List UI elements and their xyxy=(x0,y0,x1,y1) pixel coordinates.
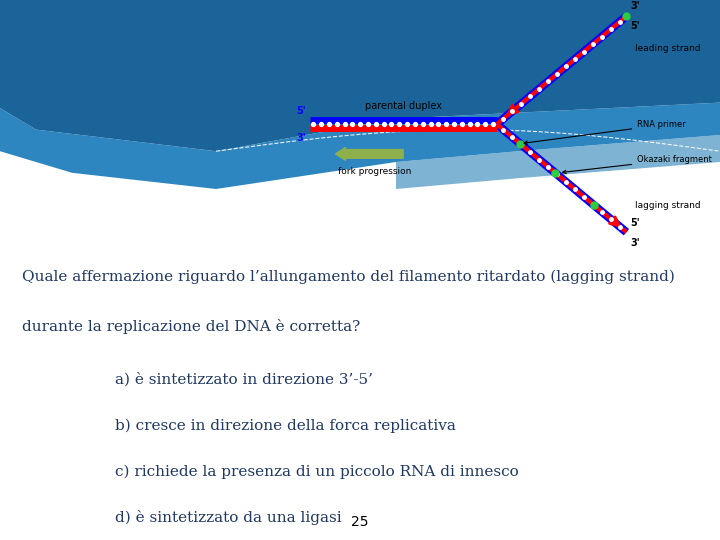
Polygon shape xyxy=(0,0,720,151)
Text: Okazaki fragment: Okazaki fragment xyxy=(563,155,712,174)
Polygon shape xyxy=(396,135,720,189)
Text: a) è sintetizzato in direzione 3’-5’: a) è sintetizzato in direzione 3’-5’ xyxy=(115,373,373,387)
Text: 3': 3' xyxy=(630,1,639,11)
Text: 25: 25 xyxy=(351,515,369,529)
Text: leading strand: leading strand xyxy=(635,44,701,53)
Text: 5': 5' xyxy=(297,105,306,116)
Text: RNA primer: RNA primer xyxy=(524,120,686,144)
FancyArrow shape xyxy=(336,147,403,160)
Text: fork progression: fork progression xyxy=(338,167,411,177)
Text: b) cresce in direzione della forca replicativa: b) cresce in direzione della forca repli… xyxy=(115,418,456,433)
Text: 3': 3' xyxy=(297,133,306,143)
Text: Quale affermazione riguardo l’allungamento del filamento ritardato (lagging stra: Quale affermazione riguardo l’allungamen… xyxy=(22,270,675,285)
Text: parental duplex: parental duplex xyxy=(365,100,441,111)
Text: d) è sintetizzato da una ligasi: d) è sintetizzato da una ligasi xyxy=(115,510,342,525)
Text: 3': 3' xyxy=(630,238,639,248)
Text: 5': 5' xyxy=(630,218,639,228)
Text: durante la replicazione del DNA è corretta?: durante la replicazione del DNA è corret… xyxy=(22,319,360,334)
Text: 5': 5' xyxy=(630,21,639,31)
Text: lagging strand: lagging strand xyxy=(635,201,701,210)
Text: c) richiede la presenza di un piccolo RNA di innesco: c) richiede la presenza di un piccolo RN… xyxy=(115,464,519,479)
Polygon shape xyxy=(0,103,720,189)
